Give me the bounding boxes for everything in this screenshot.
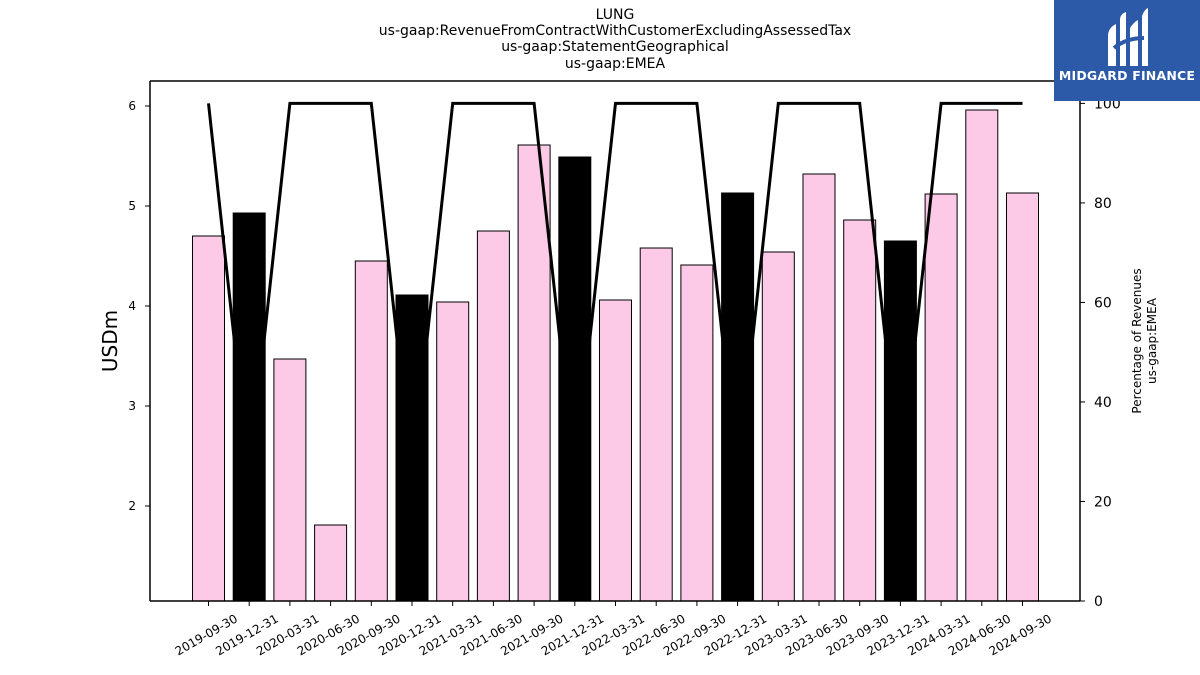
bar-2020-09-30 [354,260,388,602]
y2-tick-label-20: 20 [1094,494,1112,510]
bar-2023-03-31 [761,251,795,602]
y-tick-label-5: 5 [128,199,136,213]
bar-2022-06-30 [639,247,673,602]
y2-tick-label-40: 40 [1094,395,1112,411]
chart-subtitle-metric: us-gaap:RevenueFromContractWithCustomerE… [378,23,852,39]
y2-tick-label-80: 80 [1094,196,1112,212]
chart-subtitle-segment: us-gaap:EMEA [564,56,666,72]
bar-2019-12-31 [232,212,266,602]
y2-axis-label-line1: Percentage of Revenues [1130,268,1144,413]
bar-2024-03-31 [924,193,958,602]
bar-2021-09-30 [517,144,551,602]
bar-2019-09-30 [192,235,225,602]
bar-2021-03-31 [436,301,470,602]
bar-2024-06-30 [965,109,999,602]
percentage-series-line [207,101,1023,477]
bar-2022-09-30 [680,264,714,602]
bar-2020-06-30 [314,524,348,602]
x-ticks-layer: 2019-09-302019-12-312020-03-312020-06-30… [173,601,1054,658]
y-tick-label-4: 4 [128,299,136,313]
bar-2023-09-30 [843,219,877,602]
y-tick-label-2: 2 [128,499,136,513]
y2-tick-label-60: 60 [1094,295,1112,311]
logo-text: MIDGARD FINANCE [1058,68,1196,83]
y-tick-label-6: 6 [128,99,136,113]
bar-2022-12-31 [721,192,755,602]
y-axis-label: USDm [98,310,122,372]
y2-axis-label-line2: us-gaap:EMEA [1145,297,1159,384]
chart-subtitle-statement: us-gaap:StatementGeographical [501,39,729,55]
midgard-finance-logo: MIDGARD FINANCE [1054,0,1200,101]
y2-tick-label-0: 0 [1094,594,1103,610]
y-ticks-layer: 2 3 4 5 6 [128,99,150,513]
chart-title: LUNG [595,7,635,23]
bar-2020-03-31 [273,358,307,602]
y-tick-label-3: 3 [128,399,136,413]
bar-2020-12-31 [395,294,429,602]
bars-layer [192,109,1039,602]
bar-2023-12-31 [883,240,917,602]
bar-2021-06-30 [476,230,510,602]
logo-mark-icon [1108,8,1148,66]
bar-2022-03-31 [599,299,632,602]
bar-2023-06-30 [802,173,836,602]
percentage-line-layer [207,101,1023,477]
bar-2024-09-30 [1006,192,1039,602]
